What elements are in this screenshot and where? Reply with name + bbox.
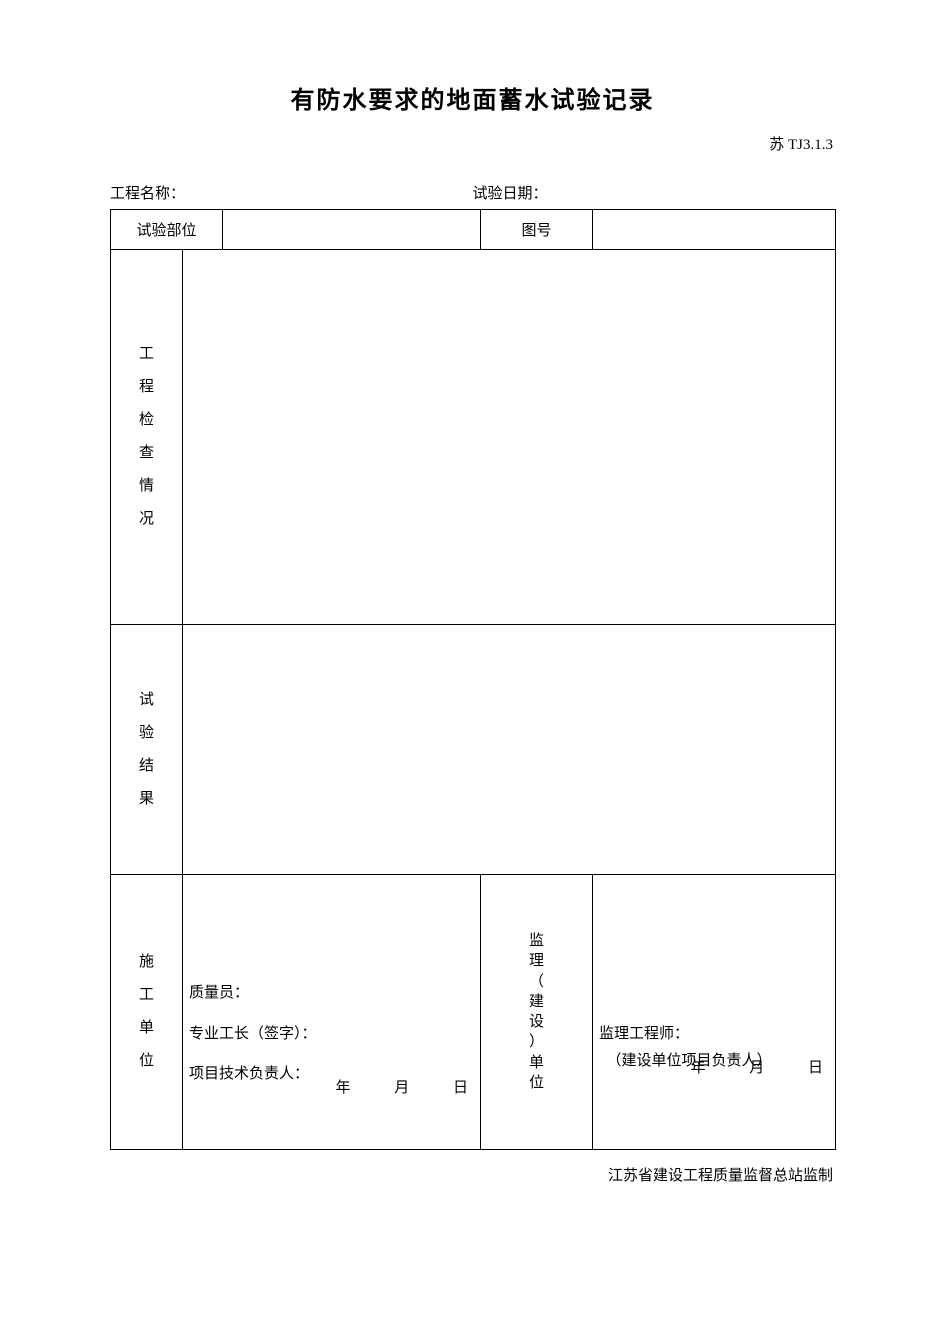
year-label-2: 年 xyxy=(690,1060,707,1076)
contractor-label: 施工单位 xyxy=(111,875,183,1150)
inspection-label: 工程检查情况 xyxy=(111,250,183,625)
form-table: 试验部位 图号 工程检查情况 试验结果 施工单位 质量员： 专业工长（签字）： xyxy=(110,209,836,1150)
form-code: 苏 TJ3.1.3 xyxy=(110,133,835,154)
page-title: 有防水要求的地面蓄水试验记录 xyxy=(110,80,835,115)
supervisor-label: 监理（建设）单位 xyxy=(481,875,593,1150)
supervisor-eng-label: 监理工程师： xyxy=(599,1021,829,1048)
test-part-label: 试验部位 xyxy=(111,210,223,250)
supervisor-date: 年 月 日 xyxy=(654,1056,825,1077)
inspection-content xyxy=(183,250,836,625)
result-label: 试验结果 xyxy=(111,625,183,875)
supervisor-sign-block: 监理工程师： （建设单位项目负责人） 年 月 日 xyxy=(593,875,836,1150)
contractor-sign-block: 质量员： 专业工长（签字）： 项目技术负责人： 年 月 日 xyxy=(183,875,481,1150)
year-label: 年 xyxy=(335,1080,352,1096)
test-part-value xyxy=(223,210,481,250)
day-label-2: 日 xyxy=(808,1060,825,1076)
footer-text: 江苏省建设工程质量监督总站监制 xyxy=(110,1164,835,1185)
drawing-no-label: 图号 xyxy=(481,210,593,250)
contractor-date: 年 月 日 xyxy=(299,1076,470,1097)
meta-row: 工程名称： 试验日期： xyxy=(110,182,835,203)
foreman-label: 专业工长（签字）： xyxy=(189,1014,474,1055)
month-label: 月 xyxy=(394,1080,411,1096)
month-label-2: 月 xyxy=(749,1060,766,1076)
project-name-label: 工程名称： xyxy=(110,182,473,203)
drawing-no-value xyxy=(593,210,836,250)
quality-label: 质量员： xyxy=(189,973,474,1014)
result-content xyxy=(183,625,836,875)
day-label: 日 xyxy=(453,1080,470,1096)
test-date-label: 试验日期： xyxy=(473,182,836,203)
